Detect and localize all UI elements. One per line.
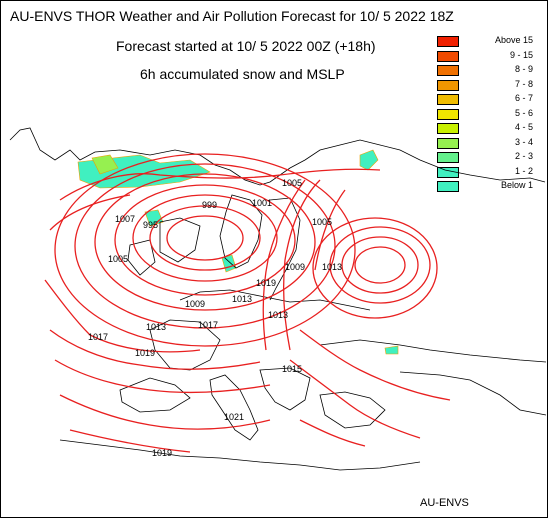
legend-swatch (437, 152, 459, 163)
isobar-label: 1013 (268, 310, 288, 320)
isobar-label: 1009 (285, 262, 305, 272)
isobar-label: 995 (143, 220, 158, 230)
forecast-start: Forecast started at 10/ 5 2022 00Z (+18h… (116, 38, 376, 54)
legend-label: Below 1 (500, 180, 533, 190)
isobar-label: 1007 (115, 214, 135, 224)
legend-row: 2 - 3 (437, 151, 547, 165)
legend-row: 7 - 8 (437, 78, 547, 93)
legend-row: 1 - 2 (437, 165, 547, 180)
legend-swatch (437, 65, 459, 76)
legend-swatch (437, 79, 459, 91)
legend-label: 4 - 5 (514, 122, 533, 132)
legend-swatch (437, 123, 459, 134)
isobar-label: 1001 (252, 198, 272, 208)
legend-label: 9 - 15 (509, 49, 533, 60)
legend-row: 3 - 4 (437, 136, 547, 151)
legend-label: 1 - 2 (514, 165, 533, 176)
isobar-label: 1013 (232, 294, 252, 304)
legend-row: 8 - 9 (437, 64, 547, 78)
legend-label: Above 15 (494, 35, 533, 45)
legend-row: 9 - 15 (437, 49, 547, 64)
legend-label: 8 - 9 (514, 64, 533, 74)
legend-row: Below 1 (437, 180, 547, 194)
legend-swatch (437, 50, 459, 62)
legend-swatch (437, 137, 459, 149)
isobar-labels: 1007 999 995 1001 1005 1005 1013 1009 10… (88, 178, 342, 458)
legend-row: Above 15 (437, 35, 547, 49)
isobar-label: 1013 (322, 262, 342, 272)
isobar-label: 1021 (224, 412, 244, 422)
isobar-label: 1013 (146, 322, 166, 332)
legend-swatch (437, 94, 459, 105)
legend-row: 4 - 5 (437, 122, 547, 136)
isobar-label: 1005 (312, 217, 332, 227)
footer-credit: AU-ENVS (420, 497, 469, 509)
legend-label: 5 - 6 (514, 107, 533, 118)
legend-label: 7 - 8 (514, 78, 533, 89)
isobar-label: 1017 (198, 320, 218, 330)
isobar-label: 1019 (152, 448, 172, 458)
isobar-label: 1009 (185, 299, 205, 309)
field-name: 6h accumulated snow and MSLP (140, 66, 345, 82)
legend-row: 5 - 6 (437, 107, 547, 122)
isobar-label: 1015 (282, 364, 302, 374)
map-title: AU-ENVS THOR Weather and Air Pollution F… (10, 8, 454, 24)
isobar-label: 999 (202, 200, 217, 210)
isobar-label: 1019 (135, 348, 155, 358)
isobar-label: 1017 (88, 332, 108, 342)
legend-swatch (437, 36, 459, 47)
isobar-label: 1019 (256, 278, 276, 288)
isobar-label: 1005 (108, 254, 128, 264)
legend-swatch (437, 181, 459, 192)
legend-swatch (437, 166, 459, 178)
legend-label: 2 - 3 (514, 151, 533, 161)
legend-swatch (437, 108, 459, 120)
legend-label: 3 - 4 (514, 136, 533, 147)
legend-row: 6 - 7 (437, 93, 547, 107)
isobars (44, 153, 451, 453)
isobar-label: 1005 (282, 178, 302, 188)
legend-label: 6 - 7 (514, 93, 533, 103)
